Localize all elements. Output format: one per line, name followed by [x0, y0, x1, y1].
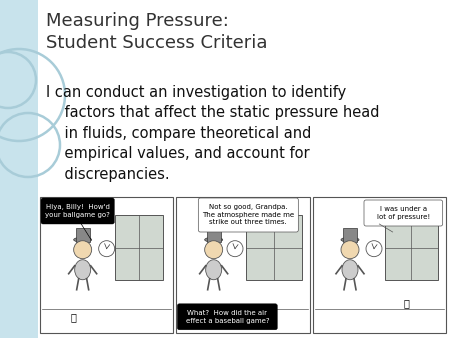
Bar	[385, 215, 438, 280]
FancyBboxPatch shape	[364, 200, 443, 226]
Text: Not so good, Grandpa.
The atmosphere made me
strike out three times.: Not so good, Grandpa. The atmosphere mad…	[202, 204, 294, 225]
Text: I can conduct an investigation to identify
    factors that affect the static pr: I can conduct an investigation to identi…	[46, 85, 379, 182]
Bar	[115, 215, 162, 280]
Bar	[343, 228, 357, 242]
Text: 🐕: 🐕	[70, 312, 76, 322]
Circle shape	[227, 241, 243, 257]
Text: I was under a
lot of pressure!: I was under a lot of pressure!	[377, 206, 430, 220]
Ellipse shape	[75, 260, 90, 280]
Bar	[207, 228, 220, 242]
Ellipse shape	[206, 260, 222, 280]
FancyBboxPatch shape	[177, 304, 277, 330]
Circle shape	[205, 241, 223, 259]
Text: What?  How did the air
effect a baseball game?: What? How did the air effect a baseball …	[185, 310, 269, 323]
FancyBboxPatch shape	[198, 198, 298, 232]
Circle shape	[99, 241, 115, 257]
Circle shape	[366, 241, 382, 257]
Text: Measuring Pressure:
Student Success Criteria: Measuring Pressure: Student Success Crit…	[46, 12, 267, 51]
Circle shape	[74, 241, 92, 259]
FancyBboxPatch shape	[41, 198, 114, 224]
Bar	[176, 197, 310, 333]
Bar	[313, 197, 446, 333]
Bar	[246, 215, 302, 280]
Bar	[40, 197, 173, 333]
Ellipse shape	[205, 237, 223, 242]
Ellipse shape	[74, 237, 92, 242]
Text: Hiya, Billy!  How'd
your ballgame go?: Hiya, Billy! How'd your ballgame go?	[45, 204, 110, 218]
Bar	[76, 228, 90, 242]
Circle shape	[341, 241, 359, 259]
Ellipse shape	[342, 260, 358, 280]
Ellipse shape	[341, 237, 359, 242]
Bar	[0, 0, 38, 338]
Text: 🧍: 🧍	[403, 298, 409, 308]
